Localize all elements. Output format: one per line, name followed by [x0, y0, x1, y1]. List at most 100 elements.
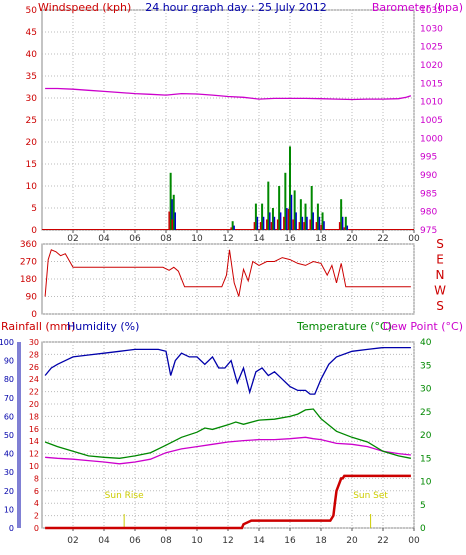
- rainfall-tick-label: 22: [29, 388, 39, 397]
- rainfall-tick-label: 20: [29, 400, 39, 409]
- temperature-tick-label: 25: [420, 408, 431, 418]
- wind-time-tick-label: 14: [253, 234, 265, 244]
- direction-tick-label: 360: [20, 240, 37, 250]
- rainfall-tick-label: 10: [29, 462, 39, 471]
- temperature-tick-label: 35: [420, 361, 431, 371]
- rainfall-tick-label: 16: [29, 425, 39, 434]
- temperature-tick-label: 40: [420, 338, 432, 348]
- rainfall-tick-label: 12: [29, 450, 39, 459]
- temp-panel-time-ticks: 02 04 06 08 10 12 14 16 18 20 22 00: [67, 528, 420, 546]
- windspeed-tick-label: 50: [26, 6, 38, 16]
- temperature-tick-label: 10: [420, 478, 432, 488]
- wind-time-tick-label: 12: [222, 234, 233, 244]
- direction-axis-ticks: 0 90 180 270 360: [20, 240, 37, 320]
- sun-markers: Sun Rise Sun Set: [105, 491, 388, 528]
- direction-tick-label: 0: [31, 310, 37, 320]
- temp-time-tick-label: 10: [191, 536, 203, 546]
- barometer-line: [45, 87, 412, 101]
- barometer-tick-label: 990: [420, 171, 437, 181]
- temp-time-tick-label: 04: [98, 536, 110, 546]
- barometer-tick-label: 1020: [420, 61, 443, 71]
- humidity-tick-label: 60: [4, 412, 14, 421]
- sun-marker-label: Sun Set: [353, 491, 388, 501]
- temp-time-tick-label: 00: [408, 536, 420, 546]
- humidity-tick-label: 90: [4, 357, 14, 366]
- rainfall-tick-label: 24: [29, 375, 39, 384]
- windspeed-tick-label: 45: [26, 28, 37, 38]
- humidity-tick-label: 20: [4, 487, 14, 496]
- wind-time-tick-label: 18: [315, 234, 327, 244]
- rainfall-tick-label: 26: [29, 363, 39, 372]
- windspeed-tick-label: 0: [31, 226, 37, 236]
- humidity-tick-label: 100: [0, 338, 14, 347]
- sun-marker-label: Sun Rise: [105, 491, 144, 501]
- wind-time-tick-label: 16: [284, 234, 296, 244]
- wind-time-tick-label: 02: [67, 234, 78, 244]
- humidity-tick-label: 40: [4, 450, 14, 459]
- wind-time-tick-label: 10: [191, 234, 203, 244]
- temperature-tick-label: 0: [420, 524, 426, 534]
- temperature-tick-label: 15: [420, 454, 431, 464]
- barometer-tick-label: 1030: [420, 24, 443, 34]
- barometer-tick-label: 995: [420, 153, 437, 163]
- humidity-tick-label: 10: [4, 505, 14, 514]
- windspeed-tick-label: 5: [31, 204, 37, 214]
- barometer-tick-label: 980: [420, 208, 437, 218]
- barometer-tick-label: 1000: [420, 134, 443, 144]
- direction-tick-label: 180: [20, 275, 37, 285]
- wind-time-tick-label: 20: [346, 234, 358, 244]
- dewpoint-axis-label: Dew Point (°C): [383, 320, 463, 333]
- rainfall-tick-label: 28: [29, 350, 39, 359]
- windspeed-tick-label: 15: [26, 160, 37, 170]
- rainfall-tick-label: 0: [34, 524, 39, 533]
- temp-time-tick-label: 16: [284, 536, 296, 546]
- temp-time-tick-label: 02: [67, 536, 78, 546]
- rainfall-tick-label: 18: [29, 412, 39, 421]
- barometer-axis-ticks: 975 980 985 990 995 1000 1005 1010 1015 1020 1025 1…: [420, 6, 443, 236]
- barometer-tick-label: 975: [420, 226, 437, 236]
- rainfall-tick-label: 14: [29, 437, 39, 446]
- direction-tick-label: 90: [26, 293, 38, 303]
- windspeed-tick-label: 20: [26, 138, 38, 148]
- wind-bars: [42, 146, 414, 230]
- compass-label: S: [436, 299, 444, 313]
- windspeed-axis-label: Windspeed (kph): [38, 1, 131, 14]
- wind-direction-line: [44, 249, 411, 297]
- rainfall-axis-label: Rainfall (mm): [1, 320, 75, 333]
- windspeed-tick-label: 25: [26, 116, 37, 126]
- temperature-tick-label: 20: [420, 431, 432, 441]
- compass-label: E: [436, 253, 444, 267]
- temperature-line: [44, 408, 412, 459]
- temp-time-tick-label: 22: [377, 536, 388, 546]
- windspeed-tick-label: 40: [26, 50, 38, 60]
- compass-label: S: [436, 237, 444, 251]
- barometer-tick-label: 1025: [420, 43, 443, 53]
- compass-label: W: [434, 284, 446, 298]
- windspeed-tick-label: 30: [26, 94, 38, 104]
- chart-title: 24 hour graph day : 25 July 2012: [145, 1, 327, 14]
- wind-time-tick-label: 06: [129, 234, 141, 244]
- humidity-line: [44, 346, 411, 395]
- rainfall-tick-label: 4: [34, 499, 39, 508]
- wind-time-tick-label: 08: [160, 234, 172, 244]
- humidity-tick-label: 80: [4, 375, 14, 384]
- rainfall-tick-label: 6: [34, 487, 39, 496]
- wind-time-tick-label: 00: [408, 234, 420, 244]
- direction-tick-label: 270: [20, 258, 37, 268]
- humidity-tick-label: 70: [4, 394, 14, 403]
- temperature-axis-label: Temperature (°C): [296, 320, 392, 333]
- humidity-tick-label: 0: [9, 524, 14, 533]
- humidity-axis-ticks: 0 10 20 30 40 50 60 70 80 90 100: [0, 338, 14, 533]
- windspeed-axis-ticks: 0 5 10 15 20 25 30 35 40 45 50: [26, 6, 38, 236]
- windspeed-tick-label: 35: [26, 72, 37, 82]
- rainfall-tick-label: 2: [34, 512, 39, 521]
- temp-time-tick-label: 08: [160, 536, 172, 546]
- windspeed-tick-label: 10: [26, 182, 38, 192]
- temp-time-tick-label: 14: [253, 536, 265, 546]
- direction-series: [44, 249, 411, 297]
- temperature-tick-label: 5: [420, 501, 426, 511]
- rainfall-line: [45, 474, 411, 530]
